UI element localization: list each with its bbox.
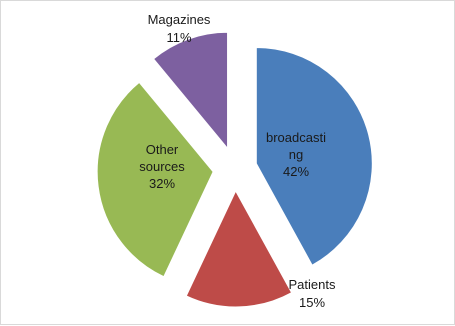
slice-label-line: Magazines <box>148 12 211 27</box>
pie-labels: broadcasti ng 42% Patients 15% Other sources 32… <box>139 12 336 310</box>
slice-label-line: Patients <box>289 277 336 292</box>
slice-label-line: broadcasti <box>266 130 326 145</box>
slice-label-magazines: Magazines 11% <box>148 12 211 45</box>
slice-label-line: 11% <box>166 30 191 45</box>
slice-label-broadcasting: broadcasti ng 42% <box>266 130 326 179</box>
pie-slice-other-sources <box>96 81 214 278</box>
pie-slice-patients <box>185 189 293 308</box>
slice-label-other-sources: Other sources 32% <box>139 142 185 191</box>
pie-slice-broadcasting <box>255 47 373 266</box>
pie-slices <box>96 31 373 308</box>
slice-label-patients: Patients 15% <box>289 277 336 310</box>
slice-label-line: 32% <box>149 176 175 191</box>
slice-label-line: 42% <box>283 164 309 179</box>
slice-label-line: Other <box>146 142 179 157</box>
slice-label-line: ng <box>289 147 303 162</box>
slice-label-line: sources <box>139 159 185 174</box>
slice-label-line: 15% <box>299 295 325 310</box>
pie-slice-magazines <box>152 31 229 150</box>
